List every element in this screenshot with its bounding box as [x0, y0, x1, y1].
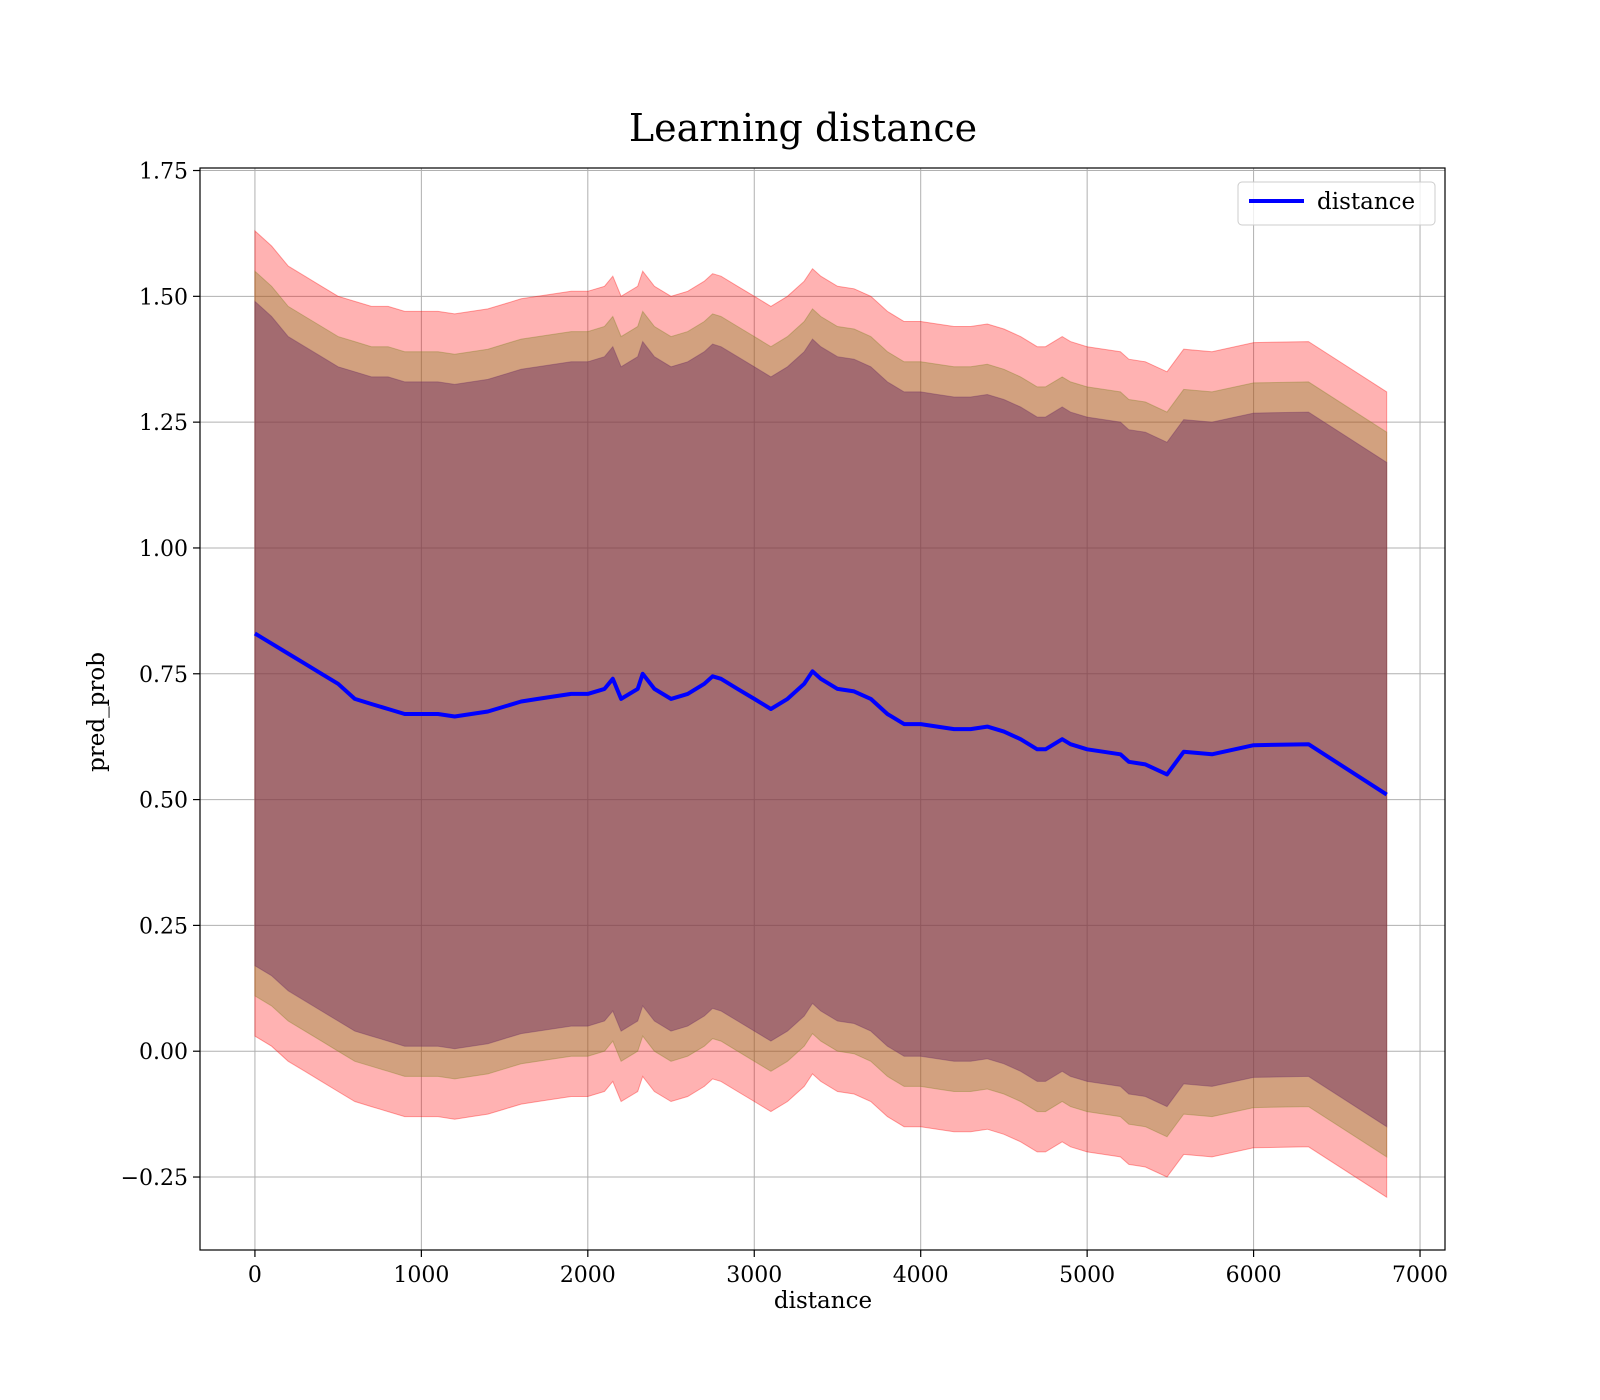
y-tick-label-8: 1.75 — [139, 160, 188, 185]
plot-frame — [199, 167, 1446, 1251]
x-tick-label-7: 7000 — [1392, 1263, 1448, 1288]
confidence-band-1 — [254, 270, 1388, 1158]
series-line-distance — [253, 631, 1388, 797]
legend-box — [1237, 181, 1436, 226]
y-tick-label-4: 0.75 — [139, 663, 188, 688]
x-tick-label-2: 2000 — [560, 1263, 616, 1288]
confidence-bands — [254, 229, 1388, 1199]
y-tick-label-0: −0.25 — [121, 1166, 188, 1191]
y-tick-label-6: 1.25 — [139, 411, 188, 436]
x-tick-label-1: 1000 — [393, 1263, 449, 1288]
x-tick-label-5: 5000 — [1059, 1263, 1115, 1288]
y-axis: −0.25 0.00 0.25 0.50 0.75 1.00 1.25 1.50 1.75 — [121, 160, 200, 1191]
y-tick-label-3: 0.50 — [139, 789, 188, 814]
x-axis-label: distance — [774, 1288, 872, 1314]
y-tick-label-5: 1.00 — [139, 537, 188, 562]
chart-title: Learning distance — [629, 106, 977, 150]
y-tick-label-2: 0.25 — [139, 914, 188, 939]
x-tick-label-4: 4000 — [893, 1263, 949, 1288]
y-tick-label-7: 1.50 — [139, 285, 188, 310]
x-tick-label-6: 6000 — [1226, 1263, 1282, 1288]
confidence-band-2 — [254, 300, 1388, 1128]
confidence-band-0 — [254, 229, 1388, 1199]
legend: distance — [1237, 181, 1436, 226]
y-axis-label: pred_prob — [84, 652, 110, 772]
legend-label-distance: distance — [1317, 189, 1415, 215]
plot-area: 0 1000 2000 3000 4000 5000 6000 7000 −0.25 0.00 0… — [121, 160, 1448, 1288]
x-tick-label-3: 3000 — [726, 1263, 782, 1288]
y-tick-label-1: 0.00 — [139, 1040, 188, 1065]
series-lines — [253, 631, 1388, 797]
x-tick-label-0: 0 — [248, 1263, 262, 1288]
grid — [200, 168, 1445, 1250]
x-axis: 0 1000 2000 3000 4000 5000 6000 7000 — [248, 1250, 1448, 1288]
